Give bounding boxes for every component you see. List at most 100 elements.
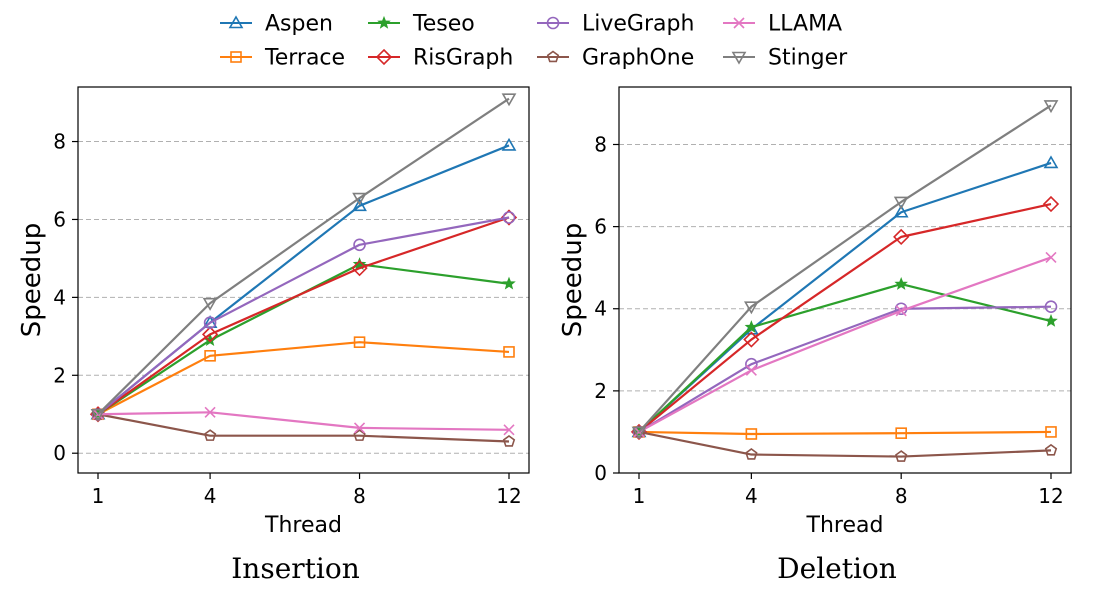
series-line-graphone	[638, 430, 1052, 458]
point-stinger-4	[743, 301, 759, 315]
subfigure-caption: Deletion	[777, 552, 897, 585]
legend-marker-llama	[733, 17, 745, 29]
legend-label-terrace: Terrace	[264, 46, 345, 71]
x-axis: 1 4 8 12	[92, 473, 522, 508]
point-stinger-4	[202, 297, 218, 311]
series-line-risgraph	[638, 202, 1052, 433]
point-stinger-1	[90, 408, 106, 422]
series-llama	[633, 251, 1057, 438]
point-llama-8	[895, 305, 907, 317]
series-aspen	[631, 155, 1059, 438]
legend-label-risgraph: RisGraph	[413, 46, 513, 71]
point-stinger-8	[893, 196, 909, 210]
point-graphone-4	[203, 429, 217, 441]
legend-label-llama: LLAMA	[768, 12, 842, 37]
y-tick-label-4: 4	[594, 297, 607, 321]
y-tick-label-6: 6	[594, 215, 607, 239]
x-axis-title: Thread	[806, 513, 884, 538]
y-tick-label-6: 6	[53, 207, 66, 231]
plot-frame	[77, 86, 530, 474]
series-teseo	[91, 257, 516, 420]
x-tick-label-8: 8	[353, 484, 366, 508]
point-livegraph-4	[203, 316, 217, 329]
point-aspen-12	[501, 137, 517, 151]
x-tick-label-1: 1	[633, 484, 646, 508]
legend-marker-terrace	[230, 51, 242, 63]
legend-entry-livegraph: LiveGraph	[537, 12, 694, 37]
series-livegraph	[632, 300, 1058, 439]
point-teseo-8	[352, 257, 367, 270]
point-llama-4	[204, 406, 216, 418]
legend-label-aspen: Aspen	[265, 12, 333, 37]
legend-label-livegraph: LiveGraph	[582, 12, 694, 37]
point-terrace-8	[353, 336, 366, 348]
series-line-graphone	[97, 413, 510, 443]
series-stinger	[631, 100, 1059, 440]
point-teseo-12	[502, 276, 516, 290]
point-risgraph-4	[201, 326, 219, 343]
series-line-terrace	[97, 341, 510, 416]
grid	[78, 141, 529, 454]
point-risgraph-8	[893, 228, 910, 246]
x-axis-title: Thread	[264, 513, 342, 538]
series	[630, 100, 1060, 462]
y-tick-label-8: 8	[53, 130, 66, 154]
legend-label-stinger: Stinger	[768, 46, 848, 71]
x-tick-label-8: 8	[895, 484, 908, 508]
legend-marker-livegraph	[546, 16, 560, 30]
legend-label-teseo: Teseo	[412, 12, 475, 37]
point-aspen-12	[1043, 155, 1059, 169]
point-llama-12	[1045, 251, 1057, 263]
y-axis: 0 2 4 6 8	[594, 132, 619, 485]
point-livegraph-12	[502, 211, 516, 224]
series-line-aspen	[638, 161, 1052, 433]
subfigure-caption: Insertion	[231, 552, 360, 585]
x-tick-label-4: 4	[745, 484, 758, 508]
series-stinger	[90, 93, 517, 422]
series-line-livegraph	[638, 305, 1052, 433]
point-risgraph-4	[743, 331, 760, 348]
y-tick-label-8: 8	[594, 132, 607, 156]
point-graphone-12	[1044, 443, 1058, 456]
point-stinger-1	[631, 426, 647, 440]
point-graphone-4	[745, 448, 758, 460]
chart-insertion: 0 2 4 6 8 1 4 8 12 Thread Speedup Insertion	[17, 86, 530, 585]
point-graphone-12	[502, 435, 516, 447]
point-graphone-8	[895, 450, 908, 462]
point-livegraph-12	[1044, 300, 1058, 313]
series-line-teseo	[638, 283, 1052, 433]
point-llama-8	[353, 422, 366, 434]
series-terrace	[92, 336, 515, 421]
point-risgraph-12	[1042, 195, 1060, 213]
point-aspen-8	[352, 198, 367, 212]
series-llama	[92, 406, 515, 436]
point-terrace-4	[745, 428, 758, 440]
x-tick-label-1: 1	[92, 484, 105, 508]
x-tick-label-12: 12	[1038, 484, 1063, 508]
legend-marker-risgraph	[375, 48, 393, 66]
point-teseo-12	[1044, 313, 1058, 327]
series-line-teseo	[97, 263, 510, 416]
series-teseo	[632, 277, 1058, 438]
point-terrace-12	[503, 346, 515, 358]
y-axis-title: Speedup	[17, 223, 47, 338]
y-tick-label-0: 0	[53, 441, 66, 465]
legend-marker-teseo	[377, 15, 391, 29]
series-risgraph	[89, 209, 518, 423]
series-line-risgraph	[97, 216, 510, 416]
plot-frame	[618, 86, 1072, 474]
legend-marker-graphone	[546, 50, 560, 63]
y-axis-title: Speedup	[558, 223, 588, 338]
point-teseo-4	[744, 320, 759, 333]
series-line-stinger	[638, 104, 1052, 433]
legend-marker-stinger	[731, 51, 747, 65]
y-tick-label-0: 0	[594, 461, 607, 485]
legend-marker-aspen	[228, 15, 244, 29]
point-terrace-12	[1045, 426, 1057, 438]
point-terrace-4	[204, 350, 216, 362]
point-stinger-12	[1043, 100, 1059, 114]
point-teseo-8	[894, 277, 908, 290]
legend-entry-aspen: Aspen	[220, 12, 333, 37]
chart-deletion: 0 2 4 6 8 1 4 8 12 Thread Speedup Deletion	[558, 86, 1072, 585]
